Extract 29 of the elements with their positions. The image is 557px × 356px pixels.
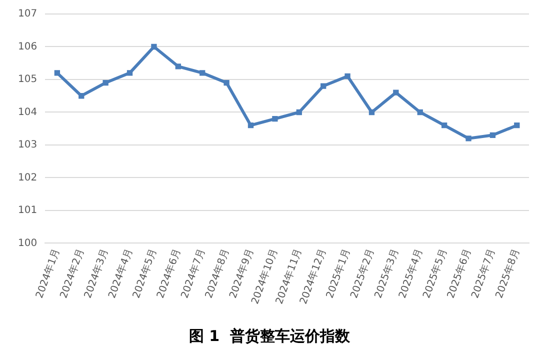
point xyxy=(466,136,472,142)
point xyxy=(224,80,230,86)
point xyxy=(344,73,350,80)
y-tick-label: 100 xyxy=(18,238,38,249)
point xyxy=(248,122,254,128)
point xyxy=(490,132,496,138)
point xyxy=(175,64,181,70)
text: 图 1 普货整车运价指数 xyxy=(188,326,352,345)
point xyxy=(368,109,375,116)
y-tick-label: 106 xyxy=(18,41,38,52)
point xyxy=(151,44,157,50)
point xyxy=(126,70,133,76)
y-tick-label: 102 xyxy=(18,172,38,184)
point xyxy=(441,122,448,128)
y-tick-label: 101 xyxy=(18,205,38,216)
point xyxy=(102,80,108,86)
point xyxy=(54,70,60,76)
point xyxy=(272,116,278,122)
y-tick-label: 105 xyxy=(18,74,38,86)
y-tick-label: 107 xyxy=(18,8,38,20)
point xyxy=(417,109,423,116)
point xyxy=(393,90,399,96)
point xyxy=(514,122,520,128)
point xyxy=(320,83,326,89)
point xyxy=(296,109,302,116)
y-tick-label: 104 xyxy=(18,106,38,118)
point xyxy=(78,93,84,99)
y-tick-label: 103 xyxy=(18,140,38,151)
point xyxy=(200,70,206,76)
